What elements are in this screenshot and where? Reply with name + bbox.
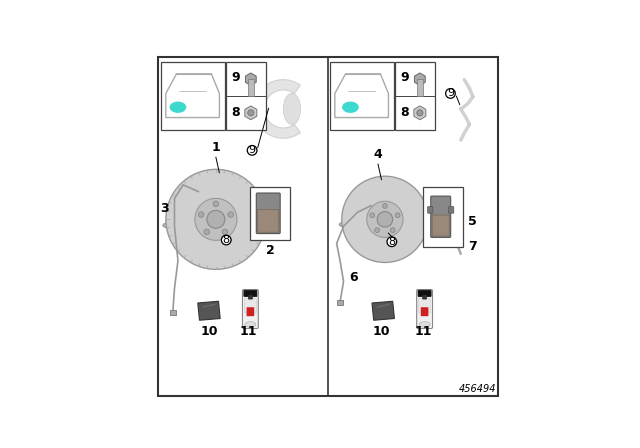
Circle shape: [248, 110, 254, 116]
Text: 10: 10: [372, 325, 390, 338]
FancyBboxPatch shape: [419, 298, 431, 313]
FancyBboxPatch shape: [244, 298, 256, 313]
Ellipse shape: [163, 218, 263, 233]
Text: 456494: 456494: [459, 383, 497, 393]
Text: 3: 3: [160, 202, 168, 215]
Circle shape: [207, 211, 225, 228]
FancyBboxPatch shape: [226, 62, 266, 129]
FancyBboxPatch shape: [256, 193, 280, 233]
FancyBboxPatch shape: [417, 289, 433, 328]
FancyBboxPatch shape: [396, 62, 435, 129]
Text: 8: 8: [231, 106, 239, 119]
Text: 11: 11: [240, 325, 257, 338]
Circle shape: [396, 213, 400, 218]
Circle shape: [228, 212, 234, 217]
Text: 8: 8: [223, 235, 230, 245]
Polygon shape: [246, 73, 256, 86]
Text: 9: 9: [231, 71, 239, 84]
Text: 9: 9: [447, 88, 454, 99]
Polygon shape: [198, 301, 220, 320]
FancyBboxPatch shape: [420, 311, 428, 316]
Circle shape: [387, 237, 397, 246]
Circle shape: [377, 211, 393, 227]
FancyBboxPatch shape: [246, 307, 254, 312]
FancyBboxPatch shape: [248, 295, 252, 299]
Text: 4: 4: [374, 148, 382, 161]
Ellipse shape: [419, 322, 430, 327]
Text: 7: 7: [468, 241, 476, 254]
Circle shape: [342, 176, 428, 263]
Circle shape: [370, 213, 374, 218]
Polygon shape: [245, 106, 257, 120]
Circle shape: [367, 201, 403, 237]
Text: 10: 10: [200, 325, 218, 338]
FancyBboxPatch shape: [244, 290, 257, 297]
Polygon shape: [372, 301, 394, 320]
FancyBboxPatch shape: [243, 289, 259, 328]
Circle shape: [166, 169, 266, 269]
Ellipse shape: [339, 219, 426, 231]
Circle shape: [204, 229, 209, 235]
Ellipse shape: [342, 102, 359, 113]
Text: 2: 2: [266, 244, 275, 257]
Circle shape: [222, 229, 228, 235]
FancyBboxPatch shape: [330, 62, 394, 129]
Circle shape: [383, 203, 387, 208]
Circle shape: [198, 212, 204, 217]
Text: 9: 9: [400, 71, 409, 84]
Circle shape: [374, 228, 380, 233]
Text: 8: 8: [400, 106, 409, 119]
Polygon shape: [415, 73, 425, 86]
Ellipse shape: [170, 102, 186, 113]
FancyBboxPatch shape: [420, 307, 428, 312]
Text: 11: 11: [414, 325, 431, 338]
FancyBboxPatch shape: [423, 186, 463, 247]
Bar: [170, 310, 176, 315]
FancyBboxPatch shape: [418, 290, 431, 297]
Bar: [337, 300, 343, 305]
Circle shape: [213, 201, 219, 207]
Circle shape: [390, 228, 395, 233]
Ellipse shape: [284, 94, 301, 125]
Circle shape: [247, 146, 257, 155]
Polygon shape: [414, 106, 426, 120]
Circle shape: [221, 235, 231, 245]
Text: 8: 8: [388, 237, 396, 247]
FancyBboxPatch shape: [246, 311, 254, 316]
Text: 5: 5: [468, 215, 476, 228]
Circle shape: [445, 89, 455, 98]
Text: 9: 9: [248, 145, 255, 155]
FancyBboxPatch shape: [431, 196, 451, 237]
Bar: [248, 79, 253, 96]
Polygon shape: [254, 80, 300, 138]
FancyBboxPatch shape: [449, 207, 454, 213]
FancyBboxPatch shape: [161, 62, 225, 129]
Circle shape: [417, 110, 423, 116]
FancyBboxPatch shape: [432, 215, 449, 236]
FancyBboxPatch shape: [428, 207, 433, 213]
Text: 6: 6: [349, 271, 358, 284]
FancyBboxPatch shape: [250, 186, 290, 240]
Circle shape: [195, 198, 237, 240]
Ellipse shape: [245, 322, 256, 327]
FancyBboxPatch shape: [422, 295, 427, 299]
Text: 1: 1: [211, 141, 220, 154]
FancyBboxPatch shape: [258, 210, 279, 232]
Bar: [417, 79, 422, 96]
